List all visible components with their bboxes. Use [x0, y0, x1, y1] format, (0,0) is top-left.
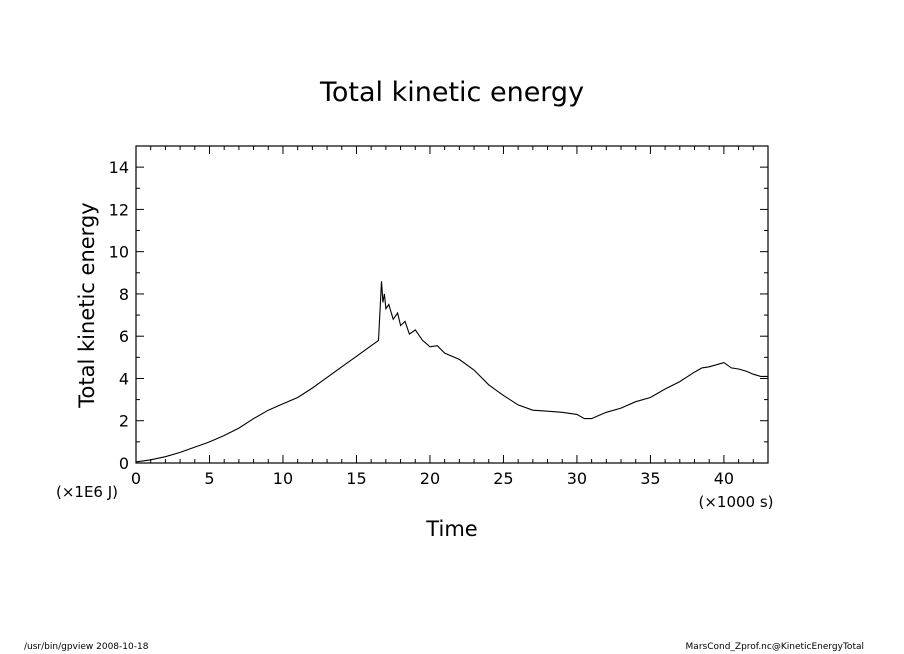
x-tick-label: 40 [714, 469, 734, 488]
x-tick-label: 10 [273, 469, 293, 488]
plot-frame [135, 145, 769, 464]
x-tick-label: 0 [131, 469, 141, 488]
x-tick-label: 30 [567, 469, 587, 488]
series-line [135, 281, 768, 463]
y-tick-label: 0 [119, 454, 129, 473]
x-tick-label: 15 [346, 469, 366, 488]
x-tick-label: 35 [640, 469, 660, 488]
y-tick-label: 12 [109, 200, 129, 219]
x-axis-label: Time [425, 517, 477, 541]
footer-left: /usr/bin/gpview 2008-10-18 [24, 642, 149, 652]
y-tick-label: 10 [109, 243, 129, 262]
y-axis-label: Total kinetic energy [75, 202, 99, 408]
x-tick-label: 5 [204, 469, 214, 488]
y-tick-label: 14 [109, 158, 129, 177]
y-unit-label: (×1E6 J) [56, 483, 118, 501]
y-tick-label: 2 [119, 412, 129, 431]
footer-right: MarsCond_Zprof.nc@KineticEnergyTotal [685, 642, 864, 652]
x-tick-label: 20 [420, 469, 440, 488]
x-unit-label: (×1000 s) [698, 493, 773, 511]
y-tick-label: 8 [119, 285, 129, 304]
y-tick-label: 4 [119, 369, 129, 388]
x-tick-label: 25 [493, 469, 513, 488]
y-tick-label: 6 [119, 327, 129, 346]
chart-title: Total kinetic energy [319, 77, 584, 108]
